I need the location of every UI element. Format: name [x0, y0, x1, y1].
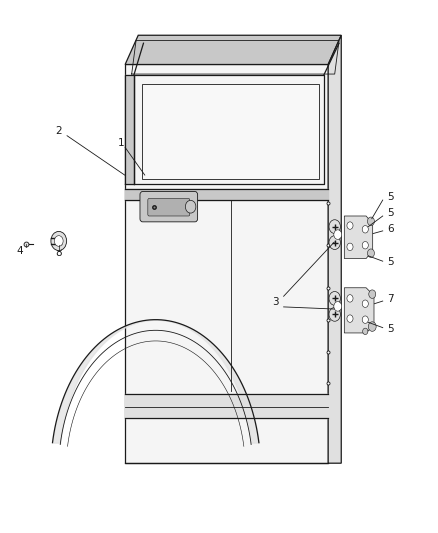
Circle shape [347, 243, 353, 251]
Circle shape [347, 222, 353, 229]
Circle shape [363, 328, 368, 335]
Circle shape [368, 322, 376, 332]
Circle shape [329, 308, 340, 321]
Circle shape [367, 249, 374, 257]
Polygon shape [142, 84, 318, 179]
Circle shape [334, 302, 342, 311]
Polygon shape [344, 288, 374, 333]
Circle shape [347, 295, 353, 302]
Polygon shape [125, 35, 341, 64]
Text: 5: 5 [387, 257, 394, 267]
Text: 1: 1 [117, 138, 124, 148]
Text: 5: 5 [387, 208, 394, 219]
FancyBboxPatch shape [148, 198, 190, 216]
Text: 3: 3 [272, 296, 279, 306]
Circle shape [185, 200, 196, 213]
Polygon shape [125, 189, 328, 200]
Text: 6: 6 [387, 224, 394, 235]
Text: 5: 5 [387, 324, 394, 334]
Polygon shape [125, 75, 134, 184]
Text: 2: 2 [56, 126, 62, 136]
Polygon shape [344, 216, 373, 259]
Circle shape [367, 217, 374, 225]
Text: 5: 5 [387, 192, 394, 203]
Circle shape [347, 315, 353, 322]
Circle shape [362, 241, 368, 249]
Circle shape [329, 292, 340, 305]
Polygon shape [328, 35, 341, 463]
Circle shape [51, 231, 67, 251]
Polygon shape [125, 394, 328, 418]
Text: 7: 7 [387, 294, 394, 304]
Text: 4: 4 [17, 246, 23, 255]
Circle shape [369, 290, 376, 298]
Circle shape [329, 236, 340, 249]
Circle shape [362, 225, 368, 233]
Circle shape [329, 220, 340, 233]
Circle shape [362, 316, 368, 324]
Circle shape [334, 230, 342, 239]
Circle shape [54, 236, 63, 246]
FancyBboxPatch shape [140, 191, 198, 222]
Text: 8: 8 [56, 248, 62, 258]
Polygon shape [125, 64, 328, 463]
Circle shape [362, 300, 368, 308]
